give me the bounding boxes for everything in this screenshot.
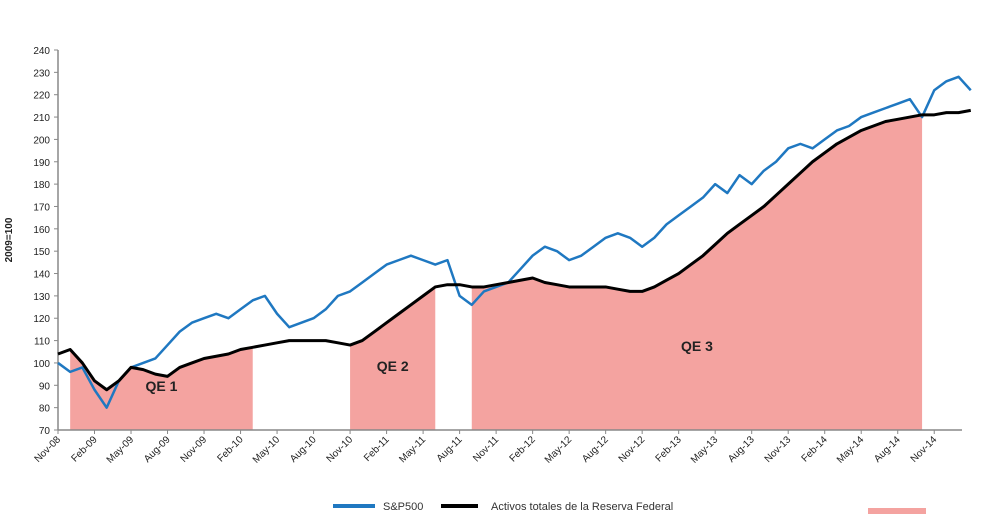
x-tick-label: May-11	[397, 434, 428, 465]
shaded-period-1	[70, 347, 253, 430]
series-line-fed-assets	[57, 108, 972, 392]
x-tick-label: May-13	[689, 434, 721, 466]
legend-label-sp500: S&P500	[383, 501, 423, 513]
x-tick-label: Aug-13	[726, 434, 757, 465]
y-tick-label: 170	[33, 202, 50, 213]
x-tick-label: May-12	[543, 434, 575, 466]
legend-swatch-qe	[868, 508, 926, 516]
x-tick-label: Aug-10	[288, 434, 319, 465]
y-tick-label: 220	[33, 91, 50, 102]
y-tick-label: 140	[33, 270, 50, 281]
qe-label: QE 1	[145, 378, 177, 394]
x-tick-label: Nov-09	[179, 434, 210, 465]
y-axis-label: 2009=100	[4, 217, 15, 262]
qe-labels: QE 1 QE 2 QE 3	[145, 338, 713, 394]
x-tick-label: Nov-11	[471, 434, 501, 464]
x-tick-label: Aug-11	[435, 434, 465, 464]
y-axis: 70 80 90 100 110 120 130 140 150 160 170 180 190 200 2…	[33, 46, 59, 437]
x-tick-label: Aug-12	[580, 434, 611, 465]
series-lines	[57, 75, 972, 409]
x-tick-label: Feb-13	[654, 434, 684, 464]
y-tick-label: 200	[33, 135, 50, 146]
y-tick-label: 110	[34, 337, 50, 348]
y-tick-label: 230	[33, 68, 50, 79]
legend-label-fed: Activos totales de la Reserva Federal	[491, 501, 673, 513]
shaded-period-2	[350, 286, 436, 430]
x-tick-label: Feb-14	[800, 434, 830, 464]
y-tick-label: 190	[33, 158, 50, 169]
x-tick-label: Feb-12	[508, 434, 538, 464]
x-tick-label: Feb-11	[362, 434, 392, 464]
y-tick-label: 90	[39, 381, 51, 392]
legend: S&P500 Activos totales de la Reserva Fed…	[333, 501, 926, 516]
x-tick-label: May-10	[251, 434, 283, 466]
series-line-sp500	[57, 75, 972, 409]
y-tick-label: 180	[33, 180, 50, 191]
x-axis: Nov-08 Feb-09 May-09 Aug-09 Nov-09 Feb-10 May-…	[33, 429, 962, 466]
y-tick-label: 160	[33, 225, 50, 236]
y-tick-label: 240	[33, 46, 50, 57]
x-tick-label: Feb-09	[69, 434, 99, 464]
y-tick-label: 100	[33, 359, 50, 370]
y-tick-label: 70	[39, 426, 51, 437]
x-tick-label: Nov-12	[617, 434, 648, 465]
y-tick-label: 210	[33, 113, 50, 124]
x-tick-label: Aug-14	[872, 434, 903, 465]
x-tick-label: May-14	[835, 434, 867, 466]
x-tick-label: Nov-08	[33, 434, 64, 465]
qe-shaded-areas	[70, 114, 923, 430]
y-tick-label: 80	[39, 404, 51, 415]
x-tick-label: Nov-13	[763, 434, 794, 465]
qe-label: QE 2	[377, 358, 409, 374]
x-tick-label: Feb-10	[215, 434, 245, 464]
y-tick-label: 150	[33, 247, 50, 258]
x-tick-label: Nov-14	[909, 434, 940, 465]
qe-label: QE 3	[681, 338, 713, 354]
shaded-period-3	[471, 114, 923, 430]
x-tick-label: Aug-09	[142, 434, 173, 465]
y-tick-label: 120	[33, 314, 50, 325]
y-tick-label: 130	[33, 292, 50, 303]
x-tick-label: Nov-10	[325, 434, 356, 465]
x-tick-label: May-09	[105, 434, 137, 466]
